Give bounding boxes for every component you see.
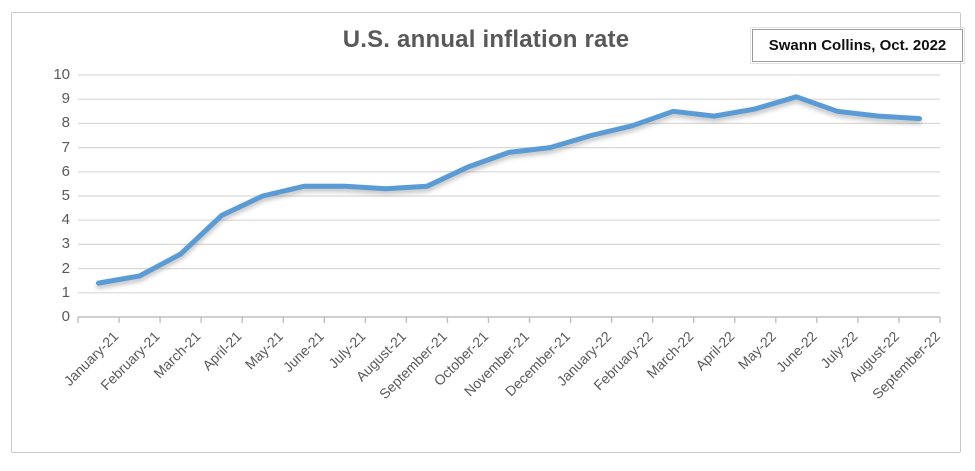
y-tick-label: 10 bbox=[53, 66, 70, 83]
annotation-text: Swann Collins, Oct. 2022 bbox=[768, 37, 947, 54]
y-tick-label: 3 bbox=[61, 235, 70, 253]
y-tick-label: 0 bbox=[61, 308, 70, 325]
chart-title: U.S. annual inflation rate bbox=[342, 26, 630, 53]
chart-frame bbox=[11, 12, 961, 453]
y-tick-label: 7 bbox=[61, 138, 70, 156]
y-tick-label: 1 bbox=[61, 283, 70, 301]
inflation-series-line bbox=[96, 94, 922, 286]
y-tick-label: 8 bbox=[61, 114, 70, 132]
y-tick-label: 2 bbox=[61, 259, 70, 277]
y-tick-label: 9 bbox=[61, 90, 70, 108]
y-tick-label: 6 bbox=[61, 162, 70, 180]
y-tick-label: 4 bbox=[61, 211, 70, 229]
annotation-box: Swann Collins, Oct. 2022 bbox=[750, 27, 965, 64]
y-tick-label: 5 bbox=[61, 187, 70, 204]
